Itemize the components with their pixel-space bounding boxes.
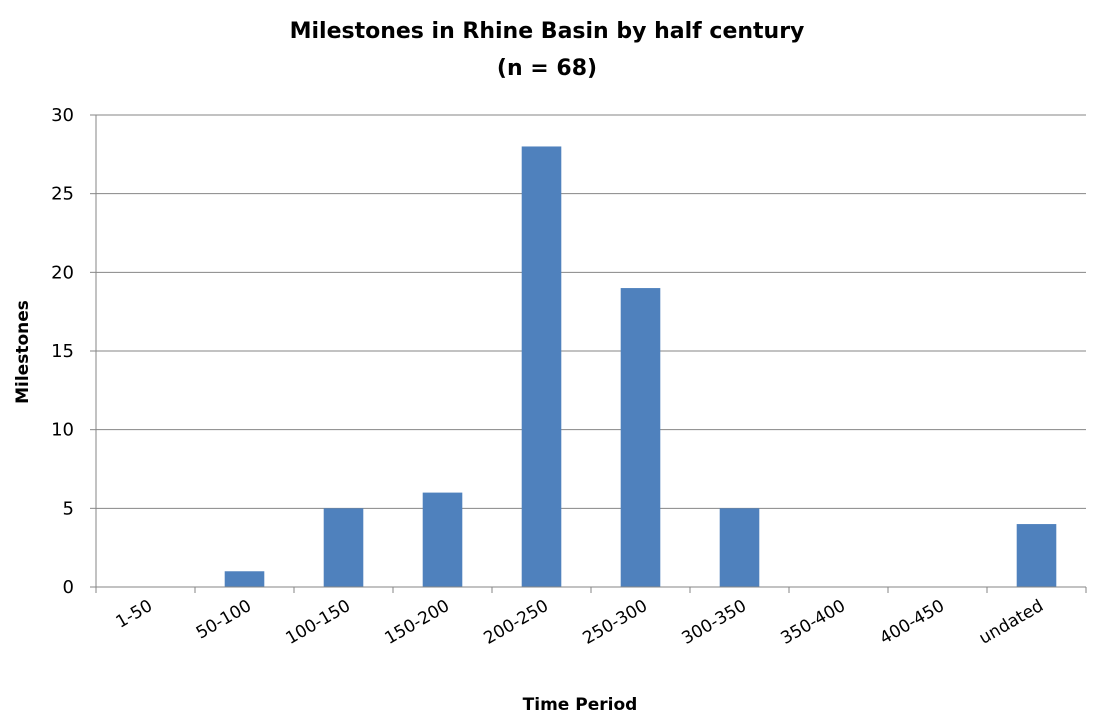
bar-300-350 [719, 508, 760, 587]
axes [90, 114, 1087, 593]
y-tick-label: 0 [63, 577, 74, 598]
bar-undated [1016, 524, 1057, 587]
y-tick-labels: 0 5 10 15 20 25 30 [51, 105, 74, 598]
x-category-label: 200-250 [480, 596, 552, 649]
x-category-label: 300-350 [678, 596, 750, 649]
y-tick-label: 20 [51, 262, 74, 283]
y-tick-label: 10 [51, 420, 74, 441]
y-axis-title: Milestones [13, 300, 33, 404]
x-category-label: 350-400 [777, 596, 849, 649]
x-category-label: 1-50 [113, 596, 156, 633]
gridlines [96, 114, 1086, 509]
chart-title: Milestones in Rhine Basin by half centur… [290, 19, 805, 44]
chart-subtitle: (n = 68) [497, 56, 597, 81]
bar-100-150 [323, 508, 364, 587]
bar-50-100 [224, 571, 265, 587]
x-axis-title: Time Period [523, 695, 638, 715]
bar-250-300 [620, 288, 661, 587]
bars [224, 146, 1057, 587]
x-category-label: 150-200 [381, 596, 453, 649]
x-category-labels: 1-50 50-100 100-150 150-200 200-250 250-300 30… [113, 596, 1047, 649]
bar-200-250 [521, 146, 562, 587]
x-category-label: 400-450 [876, 596, 948, 649]
y-tick-label: 5 [63, 498, 74, 519]
x-category-label: 50-100 [193, 596, 255, 643]
y-tick-label: 15 [51, 341, 74, 362]
y-tick-label: 25 [51, 184, 74, 205]
x-category-label: undated [976, 596, 1047, 649]
y-tick-label: 30 [51, 105, 74, 126]
bar-150-200 [422, 492, 463, 587]
x-category-label: 250-300 [579, 596, 651, 649]
x-category-label: 100-150 [282, 596, 354, 649]
